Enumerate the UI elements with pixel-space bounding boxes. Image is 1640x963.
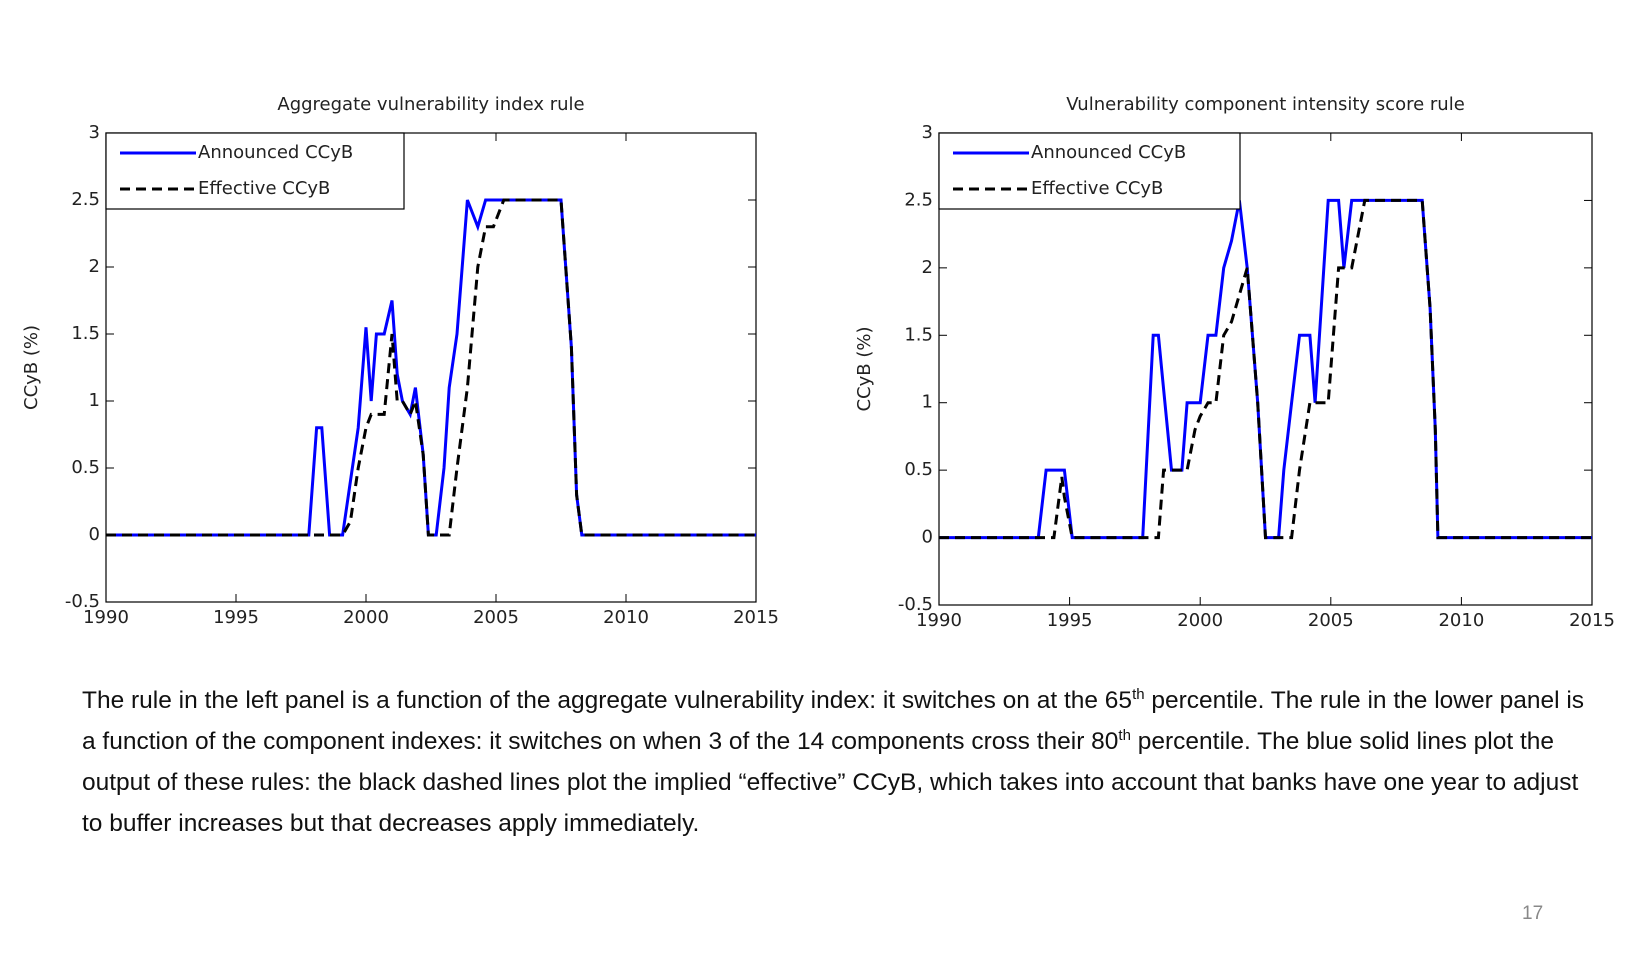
charts: Aggregate vulnerability index rule CCyB (… [21, 94, 1615, 631]
caption: The rule in the left panel is a function… [82, 680, 1602, 844]
chart-title: Aggregate vulnerability index rule [277, 94, 584, 115]
superscript: th [1132, 685, 1145, 703]
x-tick-label: 1995 [213, 607, 259, 628]
y-axis-label: CCyB (%) [21, 325, 42, 410]
page-number: 17 [1522, 903, 1544, 924]
superscript: th [1118, 726, 1131, 744]
x-tick-label: 1990 [916, 610, 962, 631]
y-tick-label: 0.5 [71, 457, 100, 478]
x-tick-label: 2010 [603, 607, 649, 628]
legend-label: Effective CCyB [198, 178, 330, 199]
y-axis-label: CCyB (%) [854, 326, 875, 411]
x-tick-label: 2005 [1308, 610, 1354, 631]
caption-text: percentile. The blue solid lines plot th… [82, 728, 1579, 837]
legend-label: Effective CCyB [1031, 178, 1163, 199]
y-tick-label: 2 [922, 257, 933, 278]
y-tick-label: 3 [922, 122, 933, 143]
x-tick-label: 2015 [733, 607, 779, 628]
y-tick-label: 1 [89, 390, 100, 411]
y-tick-label: 1.5 [71, 323, 100, 344]
plot-frame [938, 132, 1593, 606]
x-tick-label: 2005 [473, 607, 519, 628]
y-tick-label: -0.5 [898, 594, 933, 615]
x-tick-label: 2000 [1177, 610, 1223, 631]
x-tick-label: 1990 [83, 607, 129, 628]
x-tick-label: 2010 [1438, 610, 1484, 631]
y-tick-label: -0.5 [65, 591, 100, 612]
chart-title: Vulnerability component intensity score … [1066, 94, 1465, 115]
y-tick-label: 3 [89, 122, 100, 143]
series-line [939, 198, 1592, 540]
y-tick-label: 1 [922, 392, 933, 413]
y-tick-label: 0 [922, 527, 933, 548]
series-line [939, 198, 1592, 540]
caption-text: percentile. The rule in the lower panel … [82, 687, 1585, 755]
x-tick-label: 2000 [343, 607, 389, 628]
y-tick-label: 0 [89, 524, 100, 545]
y-tick-label: 2.5 [904, 189, 933, 210]
series-line [106, 198, 756, 537]
x-tick-label: 1995 [1047, 610, 1093, 631]
x-tick-label: 2015 [1569, 610, 1615, 631]
legend-label: Announced CCyB [1031, 142, 1186, 163]
legend-box [105, 132, 405, 210]
series-line [106, 198, 756, 537]
y-tick-label: 2 [89, 256, 100, 277]
plot-frame [105, 132, 757, 603]
legend-box [938, 132, 1241, 210]
caption-text: The rule in the left panel is a function… [82, 687, 1133, 714]
y-tick-label: 1.5 [904, 324, 933, 345]
y-tick-label: 2.5 [71, 189, 100, 210]
legend-label: Announced CCyB [198, 142, 353, 163]
y-tick-label: 0.5 [904, 459, 933, 480]
